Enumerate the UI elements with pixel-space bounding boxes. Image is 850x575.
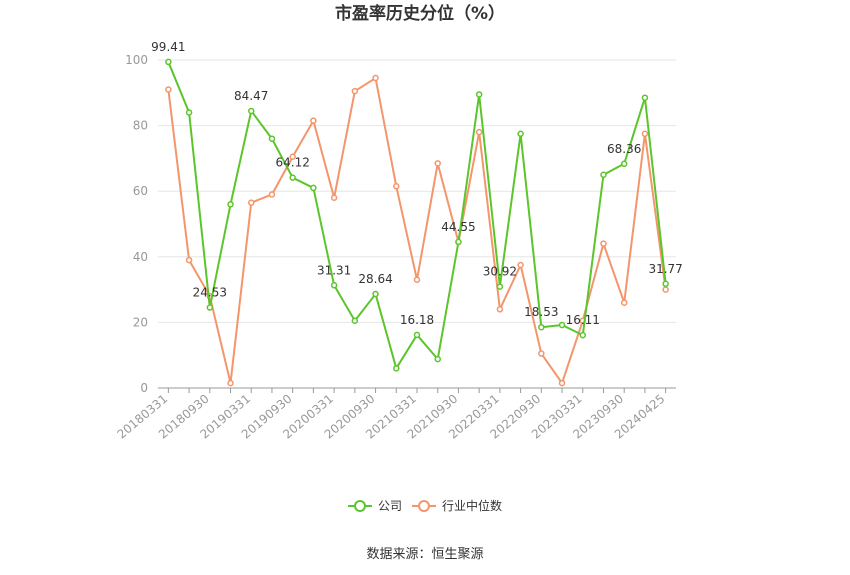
- y-tick-label: 0: [140, 381, 148, 395]
- series-layer: [165, 58, 669, 387]
- data-point: [165, 58, 172, 66]
- y-tick-label: 40: [133, 250, 148, 264]
- legend-marker: [418, 500, 430, 512]
- data-point: [289, 153, 296, 161]
- data-point: [538, 323, 545, 331]
- data-label: 64.12: [276, 156, 310, 170]
- legend-marker: [354, 500, 366, 512]
- data-point: [600, 171, 607, 179]
- data-point: [662, 286, 669, 293]
- data-labels: 99.41 24.53 84.47 64.12 31.31 28.64 16.18 44.55…: [151, 40, 683, 327]
- data-point: [641, 130, 649, 138]
- data-point: [227, 379, 234, 387]
- data-point: [330, 282, 338, 289]
- legend-label: 行业中位数: [442, 498, 502, 513]
- y-tick-label: 20: [133, 315, 148, 329]
- data-point: [517, 261, 524, 269]
- data-point: [330, 194, 338, 202]
- data-point: [185, 256, 193, 264]
- data-point: [393, 183, 400, 190]
- data-label: 31.31: [317, 263, 351, 277]
- data-point: [268, 191, 276, 198]
- data-label: 16.11: [566, 313, 600, 327]
- data-label: 44.55: [441, 220, 475, 234]
- data-label: 18.53: [524, 305, 558, 319]
- data-point: [455, 238, 462, 246]
- data-point: [351, 87, 359, 95]
- data-point: [517, 130, 524, 138]
- legend-label: 公司: [378, 499, 402, 513]
- data-point: [247, 107, 255, 115]
- data-point: [434, 355, 441, 363]
- data-point: [310, 117, 317, 124]
- data-point: [496, 283, 504, 290]
- data-label: 31.77: [648, 262, 682, 276]
- data-point: [289, 174, 296, 181]
- chart-title: 市盈率历史分位（%）: [335, 3, 505, 24]
- data-point: [206, 304, 214, 311]
- legend[interactable]: 公司 行业中位数: [348, 498, 502, 513]
- source-text: 数据来源：恒生聚源: [366, 547, 483, 562]
- legend-item[interactable]: 行业中位数: [412, 498, 502, 513]
- data-point: [475, 91, 483, 98]
- data-point: [662, 280, 669, 288]
- data-point: [475, 128, 483, 136]
- legend-item[interactable]: 公司: [348, 499, 402, 513]
- data-point: [268, 135, 276, 142]
- data-point: [185, 109, 193, 116]
- data-label: 99.41: [151, 40, 185, 54]
- data-point: [579, 331, 587, 339]
- data-point: [600, 240, 607, 247]
- data-label: 68.36: [607, 142, 641, 156]
- data-point: [393, 365, 400, 372]
- data-point: [620, 299, 628, 306]
- data-label: 24.53: [193, 286, 227, 300]
- data-point: [558, 379, 566, 387]
- data-point: [538, 350, 545, 357]
- data-point: [310, 184, 317, 192]
- data-point: [165, 86, 172, 93]
- axes: 0204060801002018033120180930201903312019…: [115, 53, 676, 442]
- data-point: [372, 290, 379, 298]
- data-point: [372, 74, 379, 82]
- data-label: 30.92: [483, 265, 517, 279]
- data-point: [413, 276, 421, 284]
- data-label: 84.47: [234, 89, 268, 103]
- data-point: [620, 160, 628, 168]
- data-point: [558, 321, 566, 329]
- data-label: 16.18: [400, 313, 434, 327]
- data-point: [641, 94, 649, 101]
- data-point: [227, 201, 234, 208]
- y-tick-label: 80: [133, 119, 148, 133]
- data-point: [434, 160, 441, 167]
- y-tick-label: 100: [125, 53, 148, 67]
- y-tick-label: 60: [133, 184, 148, 198]
- data-point: [413, 331, 421, 339]
- data-label: 28.64: [358, 272, 392, 286]
- data-point: [496, 306, 504, 313]
- data-point: [247, 199, 255, 206]
- data-point: [351, 317, 359, 325]
